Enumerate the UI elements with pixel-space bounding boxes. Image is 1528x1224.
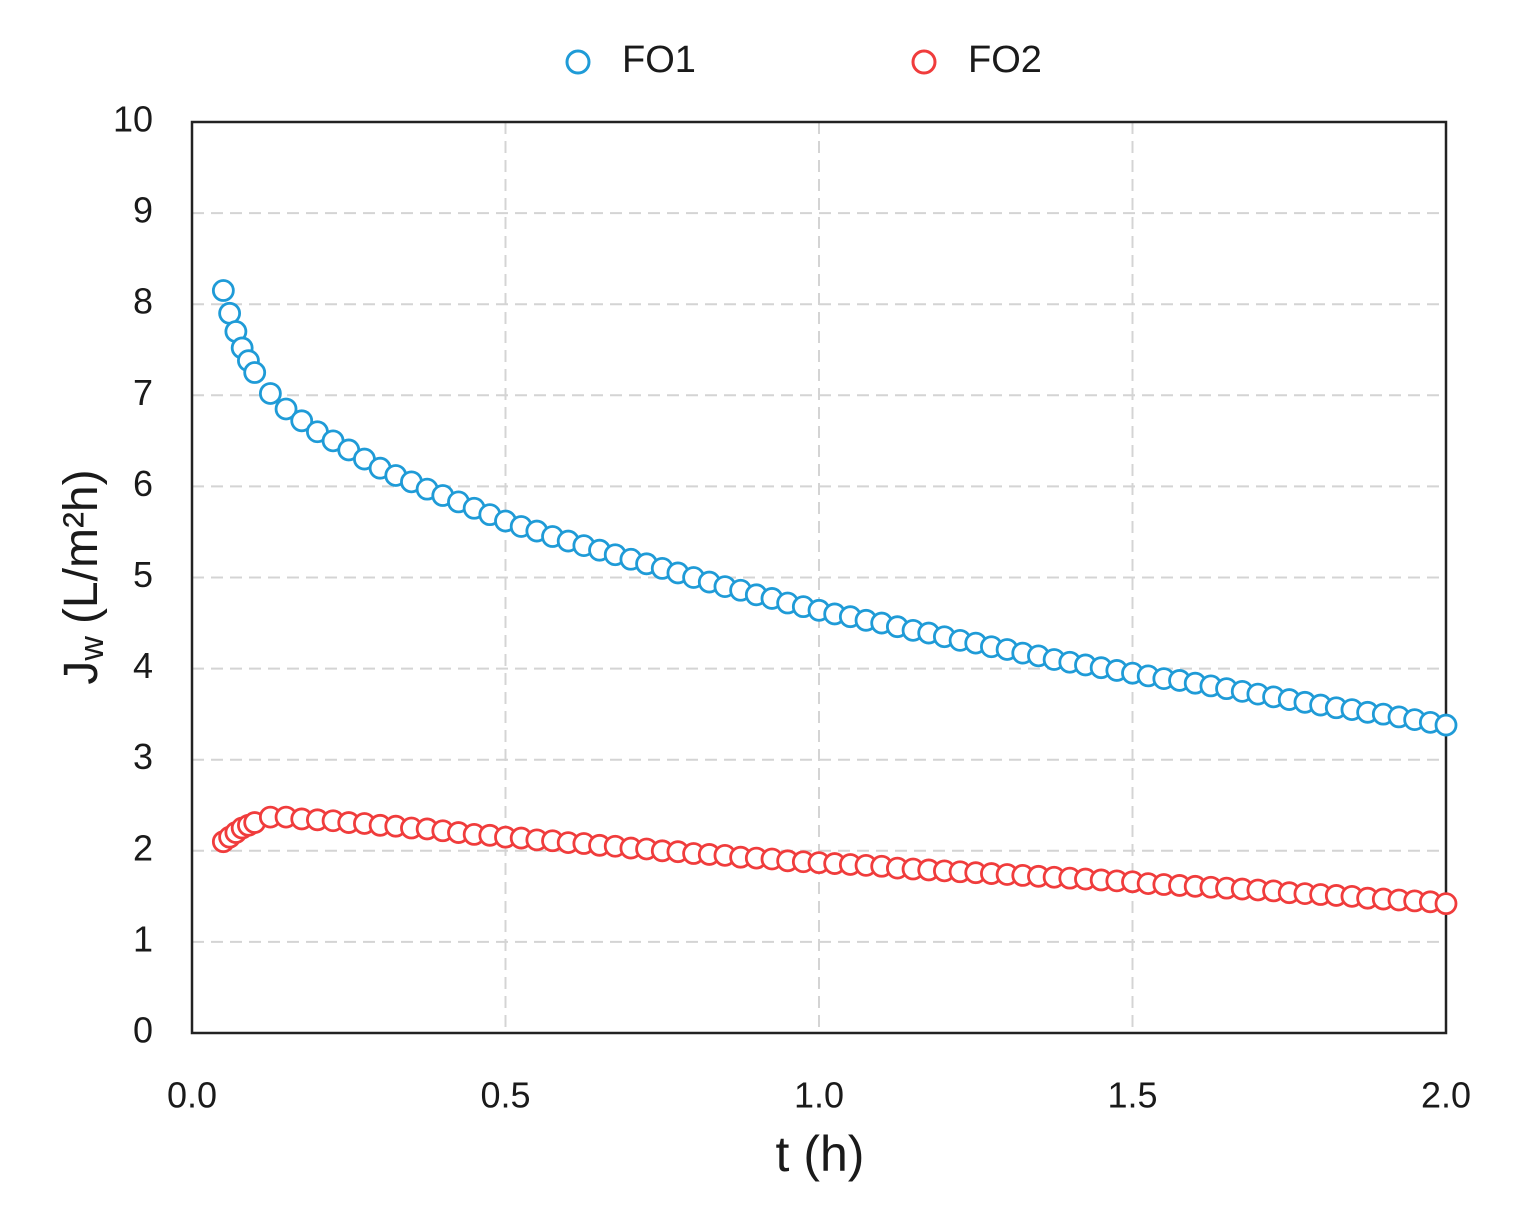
data-point xyxy=(290,409,314,433)
plot-frame xyxy=(190,120,1448,1035)
legend-label: FO2 xyxy=(968,39,1042,81)
y-tick-label: 5 xyxy=(133,554,153,595)
x-tick-label: 1.5 xyxy=(1107,1075,1157,1116)
data-point xyxy=(211,279,235,302)
y-axis-label: Jw (L/m²h) xyxy=(55,469,111,684)
y-label-sub: w xyxy=(73,636,111,662)
x-tick-label: 0.5 xyxy=(480,1075,530,1116)
y-label-main: J xyxy=(55,661,108,685)
y-tick-label: 3 xyxy=(133,736,153,777)
legend-marker xyxy=(565,49,591,75)
data-point xyxy=(274,397,298,421)
y-tick-label: 10 xyxy=(113,99,153,140)
data-point xyxy=(243,361,267,384)
legend-marker xyxy=(911,49,937,75)
y-tick-label: 9 xyxy=(133,190,153,231)
data-point xyxy=(258,382,282,405)
y-tick-label: 7 xyxy=(133,372,153,413)
y-tick-label: 1 xyxy=(133,918,153,959)
legend-label: FO1 xyxy=(622,39,696,81)
x-tick-label: 1.0 xyxy=(794,1075,844,1116)
data-point xyxy=(1434,713,1458,737)
x-tick-label: 2.0 xyxy=(1421,1075,1471,1116)
y-tick-label: 6 xyxy=(133,463,153,504)
x-axis-label: t (h) xyxy=(776,1126,865,1182)
y-tick-label: 0 xyxy=(133,1010,153,1051)
y-tick-label: 8 xyxy=(133,281,153,322)
data-point xyxy=(1434,892,1458,916)
x-tick-label: 0.0 xyxy=(167,1075,217,1116)
y-label-rest: (L/m²h) xyxy=(55,469,108,624)
y-tick-label: 4 xyxy=(133,645,153,686)
y-tick-label: 2 xyxy=(133,827,153,868)
